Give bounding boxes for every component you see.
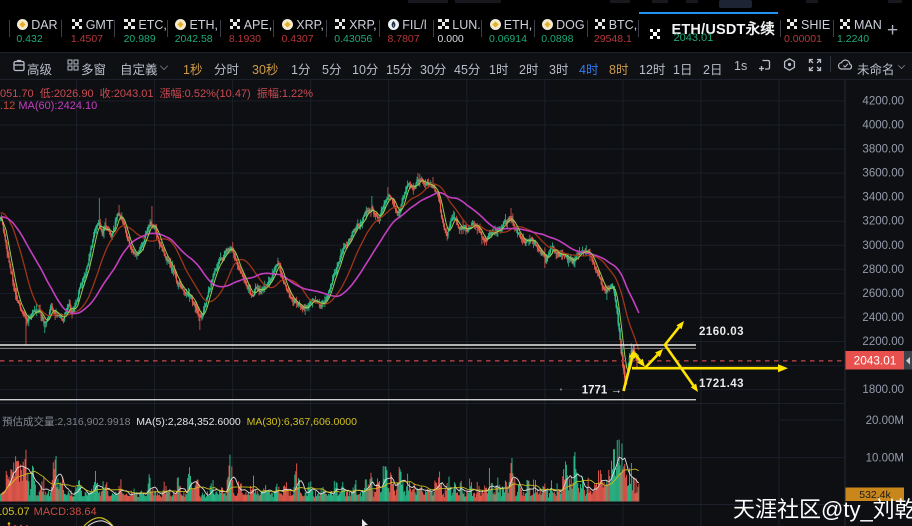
- svg-text:4200.00: 4200.00: [862, 96, 904, 108]
- svg-text:2160.03: 2160.03: [699, 326, 744, 338]
- svg-text:2600.00: 2600.00: [862, 288, 904, 300]
- svg-text:20.00M: 20.00M: [866, 415, 904, 427]
- svg-text:3400.00: 3400.00: [862, 192, 904, 204]
- svg-text:3000.00: 3000.00: [862, 240, 904, 252]
- svg-text:3200.00: 3200.00: [862, 216, 904, 228]
- svg-text:2043.01: 2043.01: [854, 354, 897, 368]
- svg-text:2400.00: 2400.00: [862, 312, 904, 324]
- svg-text:10.00M: 10.00M: [866, 452, 904, 464]
- svg-text:1721.43: 1721.43: [699, 378, 744, 390]
- svg-text:1771 →: 1771 →: [582, 385, 622, 397]
- svg-text:1800.00: 1800.00: [862, 384, 904, 396]
- svg-text:3800.00: 3800.00: [862, 144, 904, 156]
- svg-text:532.4k: 532.4k: [859, 489, 891, 501]
- svg-text:4000.00: 4000.00: [862, 120, 904, 132]
- svg-text:2200.00: 2200.00: [862, 336, 904, 348]
- svg-text:2800.00: 2800.00: [862, 264, 904, 276]
- svg-text:3600.00: 3600.00: [862, 168, 904, 180]
